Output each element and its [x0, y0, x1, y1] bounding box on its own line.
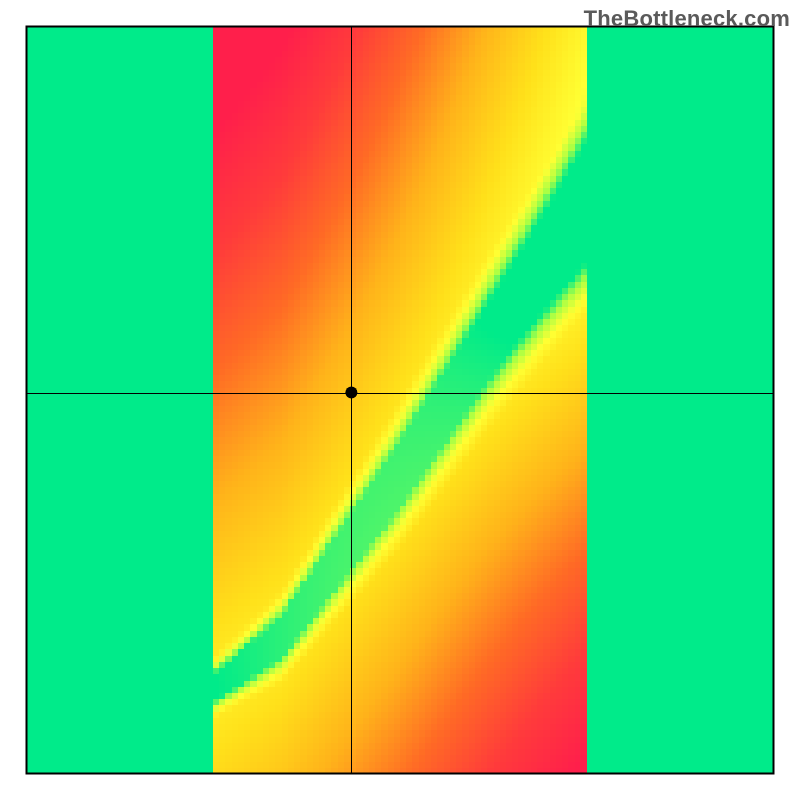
- chart-container: TheBottleneck.com: [0, 0, 800, 800]
- heatmap-canvas: [0, 0, 800, 800]
